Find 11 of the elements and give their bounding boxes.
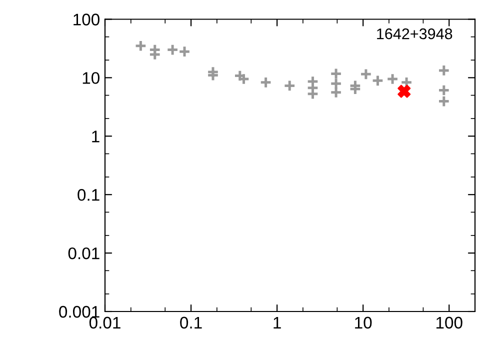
x-tick-label: 1 bbox=[274, 316, 281, 328]
x-tick-label: 10 bbox=[355, 316, 372, 329]
y-tick-label: 1 bbox=[92, 130, 100, 142]
y-tick-label: 0.1 bbox=[78, 189, 100, 201]
y-tick-label: 100 bbox=[74, 14, 100, 26]
y-tick-label: 0.01 bbox=[68, 247, 100, 260]
y-tick-label: 0.001 bbox=[59, 306, 100, 318]
annotation: 1642+3948 bbox=[377, 28, 452, 40]
x-tick-label: 100 bbox=[436, 316, 462, 329]
x-tick-label: 0.1 bbox=[180, 316, 202, 329]
y-tick-label: 10 bbox=[82, 72, 100, 84]
